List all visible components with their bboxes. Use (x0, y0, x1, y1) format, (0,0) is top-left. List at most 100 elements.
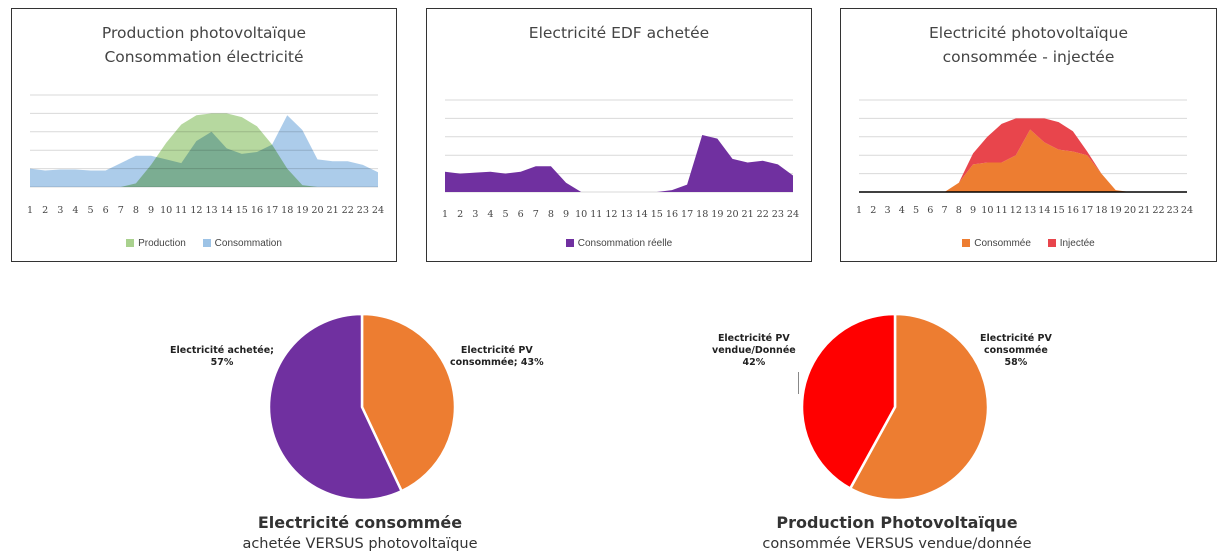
legend-swatch (202, 239, 211, 247)
x-tick-label: 14 (1038, 205, 1050, 216)
x-tick-label: 5 (913, 205, 919, 216)
x-tick-label: 10 (160, 205, 172, 216)
x-tick-label: 2 (42, 205, 48, 216)
area-chart-svg: 1 2 3 4 5 6 7 8 9 10 11 12 13 14 15 16 17 18 19 20 21 22 23 24 (856, 99, 1193, 216)
pie-slice-0 (848, 312, 990, 502)
x-tick-label: 7 (118, 205, 124, 216)
x-tick-label: 17 (681, 209, 693, 220)
chart-legend: Consommation réelle (427, 238, 811, 249)
x-tick-label: 19 (711, 209, 723, 220)
legend-label: Injectée (1059, 238, 1095, 249)
x-tick-label: 9 (970, 205, 976, 216)
area-series-0 (445, 134, 793, 192)
legend-label: Consommée (974, 238, 1031, 249)
pie-chart-electricite-consommee (267, 312, 457, 502)
x-tick-label: 15 (1053, 205, 1065, 216)
chart-title-line: Consommation électricité (104, 48, 304, 66)
chart-pv-consommee-injectee: Electricité photovoltaïque consommée - i… (840, 8, 1217, 262)
x-tick-label: 1 (856, 205, 862, 216)
x-tick-label: 24 (787, 209, 799, 220)
legend-item-consommation: Consommation (202, 238, 282, 249)
x-tick-label: 10 (981, 205, 993, 216)
legend-item-consommee: Consommée (962, 238, 1031, 249)
x-tick-label: 7 (942, 205, 948, 216)
x-tick-label: 19 (296, 205, 308, 216)
pie-label-line: vendue/Donnée (712, 345, 796, 356)
x-tick-label: 12 (1010, 205, 1022, 216)
x-tick-label: 23 (357, 205, 369, 216)
x-tick-label: 23 (1167, 205, 1179, 216)
x-tick-label: 21 (326, 205, 338, 216)
x-tick-label: 3 (472, 209, 478, 220)
pie-label-line: Electricité achetée; (170, 345, 274, 356)
pie-label-line: consommée (984, 345, 1048, 356)
x-tick-label: 5 (87, 205, 93, 216)
x-tick-label: 23 (772, 209, 784, 220)
pie-label-achetee: Electricité achetée; 57% (170, 345, 274, 369)
pie-label-line: 57% (210, 357, 234, 368)
x-tick-label: 4 (487, 209, 493, 220)
x-tick-label: 6 (103, 205, 109, 216)
x-tick-label: 4 (72, 205, 78, 216)
legend-item-injectee: Injectée (1047, 238, 1095, 249)
pie-slice-1 (267, 312, 404, 502)
x-tick-label: 8 (956, 205, 962, 216)
x-tick-label: 15 (651, 209, 663, 220)
chart-production-consommation: Production photovoltaïque Consommation é… (11, 8, 397, 262)
x-tick-label: 13 (205, 205, 217, 216)
pie-label-line: 42% (742, 357, 766, 368)
pie-title-block: Production Photovoltaïque consommée VERS… (757, 512, 1037, 554)
x-tick-label: 24 (1181, 205, 1193, 216)
x-tick-label: 22 (757, 209, 769, 220)
area-chart-svg: 1 2 3 4 5 6 7 8 9 10 11 12 13 14 15 16 17 18 19 20 21 22 23 24 (27, 94, 384, 216)
x-tick-label: 13 (1024, 205, 1036, 216)
x-tick-label: 18 (696, 209, 708, 220)
x-tick-label: 5 (502, 209, 508, 220)
legend-label: Consommation (214, 238, 282, 249)
x-tick-label: 9 (563, 209, 569, 220)
area-series-1 (859, 118, 1187, 192)
pie-label-line: 58% (1004, 357, 1028, 368)
pie-subtitle: consommée VERSUS vendue/donnée (762, 536, 1032, 552)
x-tick-label: 13 (620, 209, 632, 220)
x-tick-label: 1 (442, 209, 448, 220)
x-tick-label: 3 (57, 205, 63, 216)
x-tick-label: 14 (221, 205, 233, 216)
x-tick-label: 21 (1138, 205, 1150, 216)
x-tick-label: 17 (266, 205, 278, 216)
x-tick-label: 17 (1081, 205, 1093, 216)
pie-title-block: Electricité consommée achetée VERSUS pho… (230, 512, 490, 554)
x-tick-label: 16 (1067, 205, 1079, 216)
x-tick-label: 18 (1095, 205, 1107, 216)
chart-legend: Consommée Injectée (841, 238, 1216, 249)
x-tick-label: 8 (548, 209, 554, 220)
pie-label-line: Electricité PV (460, 345, 533, 356)
x-tick-label: 12 (605, 209, 617, 220)
pie-label-line: Electricité PV (717, 333, 790, 344)
x-tick-label: 8 (133, 205, 139, 216)
x-tick-label: 12 (190, 205, 202, 216)
legend-swatch (126, 239, 135, 247)
x-tick-label: 11 (175, 205, 187, 216)
area-series-0 (859, 129, 1187, 192)
x-tick-label: 15 (236, 205, 248, 216)
legend-item-production: Production (126, 238, 186, 249)
x-tick-label: 22 (342, 205, 354, 216)
pie-leader-line (798, 372, 799, 394)
x-tick-label: 4 (899, 205, 905, 216)
x-tick-label: 3 (884, 205, 890, 216)
legend-swatch (962, 239, 971, 247)
legend-swatch (565, 239, 574, 247)
x-tick-label: 18 (281, 205, 293, 216)
x-tick-label: 20 (726, 209, 738, 220)
pie-label-line: Electricité PV (980, 333, 1052, 344)
pie-label-line: consommée; 43% (450, 357, 544, 368)
x-tick-label: 19 (1110, 205, 1122, 216)
pie-label-pv-vendue: Electricité PV vendue/Donnée 42% (712, 333, 796, 369)
chart-title-line: consommée - injectée (942, 48, 1115, 66)
x-tick-label: 20 (1124, 205, 1136, 216)
x-tick-label: 6 (518, 209, 524, 220)
area-chart-svg: 1 2 3 4 5 6 7 8 9 10 11 12 13 14 15 16 17 18 19 20 21 22 23 24 (442, 99, 799, 220)
x-tick-label: 7 (533, 209, 539, 220)
x-tick-label: 6 (927, 205, 933, 216)
